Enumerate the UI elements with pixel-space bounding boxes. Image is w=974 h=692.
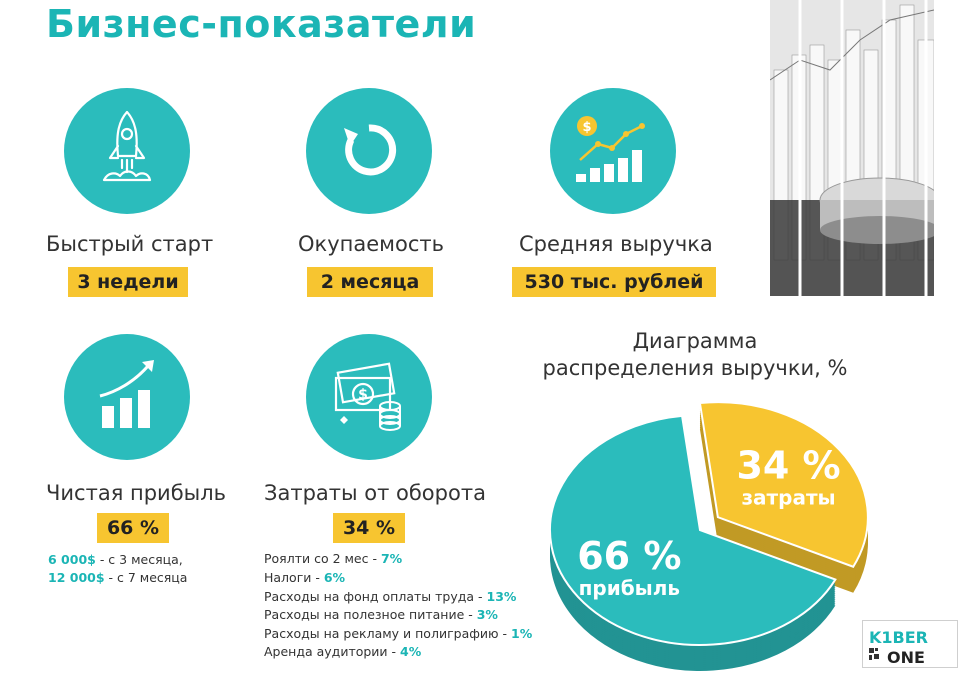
avg-revenue-value: 530 тыс. рублей: [512, 267, 716, 297]
revenue-circle: $: [550, 88, 676, 214]
pie-slice-costs: [698, 401, 869, 568]
pie-value-label: 34 %: [736, 443, 840, 487]
page-title: Бизнес-показатели: [46, 2, 477, 46]
kiberone-logo: K1BER ONE: [862, 620, 958, 668]
avg-revenue-label: Средняя выручка: [519, 232, 713, 256]
rocket-icon: [102, 110, 152, 182]
cost-item-pct: 1%: [511, 626, 533, 641]
pie-chart: 34 %затраты 66 %прибыль: [549, 401, 869, 671]
rocket-circle: [64, 88, 190, 214]
pie-category-label: прибыль: [579, 576, 681, 600]
cost-item: Расходы на фонд оплаты труда - 13%: [264, 589, 516, 604]
net-profit-note-2: 12 000$ - с 7 месяца: [48, 570, 187, 585]
costs-value: 34 %: [333, 513, 405, 543]
quick-start-value: 3 недели: [68, 267, 188, 297]
payback-circle: [306, 88, 432, 214]
payback-label: Окупаемость: [298, 232, 445, 256]
costs-circle: $: [306, 334, 432, 460]
cost-item-pct: 13%: [486, 589, 517, 604]
net-profit-value: 66 %: [97, 513, 169, 543]
pie-slice-profit: [549, 414, 837, 646]
chart-title: Диаграмма распределения выручки, %: [520, 328, 870, 382]
cost-item: Расходы на рекламу и полиграфию - 1%: [264, 626, 532, 641]
kiberone-logo-art: K1BER ONE: [867, 627, 928, 667]
refresh-icon: [344, 124, 397, 176]
cost-item-name: Расходы на фонд оплаты труда -: [264, 589, 487, 604]
chart-title-line-2: распределения выручки, %: [542, 356, 848, 380]
costs-label: Затраты от оборота: [264, 481, 486, 505]
payback-value: 2 месяца: [307, 267, 433, 297]
quick-start-label: Быстрый старт: [46, 232, 214, 256]
cost-item-name: Налоги -: [264, 570, 324, 585]
logo-line-1: K1BER: [869, 628, 928, 647]
cost-item-pct: 3%: [476, 607, 498, 622]
cost-item: Роялти со 2 мес - 7%: [264, 551, 402, 566]
note-text: - с 7 месяца: [104, 570, 188, 585]
cost-item-name: Расходы на полезное питание -: [264, 607, 477, 622]
svg-text:$: $: [358, 387, 368, 403]
cost-item-pct: 6%: [323, 570, 346, 585]
bar-chart-photo: [770, 0, 934, 296]
cost-item-pct: 7%: [380, 551, 403, 566]
pie-value-label: 66 %: [577, 534, 681, 578]
cost-item-name: Роялти со 2 мес -: [264, 551, 381, 566]
chart-title-line-1: Диаграмма: [632, 329, 758, 353]
net-profit-note-1: 6 000$ - с 3 месяца,: [48, 552, 183, 567]
cost-item: Расходы на полезное питание - 3%: [264, 607, 498, 622]
note-amount: 12 000$: [48, 570, 105, 585]
cost-item: Аренда аудитории - 4%: [264, 644, 421, 659]
logo-line-2: ONE: [887, 648, 925, 667]
pie-category-label: затраты: [741, 485, 835, 509]
note-amount: 6 000$: [48, 552, 96, 567]
cost-item-name: Расходы на рекламу и полиграфию -: [264, 626, 512, 641]
cost-item-name: Аренда аудитории -: [264, 644, 401, 659]
profit-circle: [64, 334, 190, 460]
trend-up-icon: [99, 360, 154, 428]
cost-item: Налоги - 6%: [264, 570, 345, 585]
money-coins-icon: $: [334, 362, 401, 431]
growth-chart-icon: $: [576, 116, 645, 182]
cost-item-pct: 4%: [400, 644, 422, 659]
svg-text:$: $: [582, 120, 591, 135]
note-text: - с 3 месяца,: [95, 552, 183, 567]
bar-chart-photo-art: [770, 0, 934, 296]
net-profit-label: Чистая прибыль: [46, 481, 227, 505]
